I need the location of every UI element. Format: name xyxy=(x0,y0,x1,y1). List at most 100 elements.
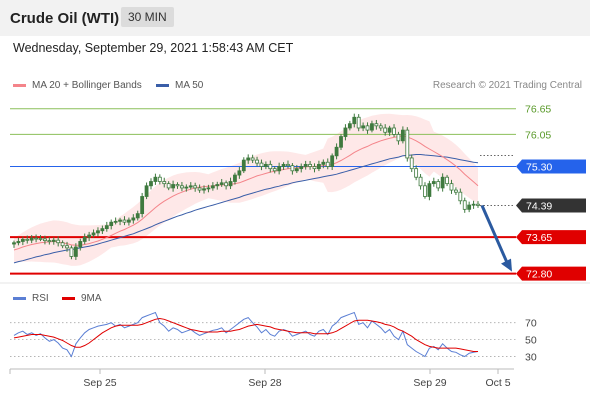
candle xyxy=(272,166,277,174)
candle xyxy=(233,172,237,185)
candle xyxy=(43,235,47,245)
rsi-panel: 70 50 30 xyxy=(10,311,537,364)
rsi-ma-swatch xyxy=(62,297,75,300)
candle xyxy=(34,234,38,243)
candle xyxy=(299,163,304,173)
candle xyxy=(16,237,21,246)
candle xyxy=(281,162,286,170)
rsi-swatch xyxy=(13,297,26,300)
candle xyxy=(339,134,343,151)
candle xyxy=(118,217,122,226)
candle xyxy=(458,188,463,205)
level-tag-3: 73.65 xyxy=(516,230,586,245)
candle xyxy=(12,240,16,248)
candle xyxy=(78,238,83,251)
candle xyxy=(109,219,114,230)
candle xyxy=(330,153,335,171)
forecast-arrow xyxy=(480,204,512,272)
candle xyxy=(471,200,476,209)
price-panel: 76.65 76.05 75.30 73.65 72.80 74.39 xyxy=(10,104,586,281)
candle xyxy=(454,187,458,195)
candle xyxy=(414,165,419,181)
level-label-2: 75.30 xyxy=(526,162,552,174)
candle xyxy=(317,160,321,172)
candle xyxy=(378,123,383,131)
candle xyxy=(427,180,432,201)
candle xyxy=(224,180,229,190)
candle xyxy=(400,126,405,144)
rsi-tick-70: 70 xyxy=(525,318,537,330)
candle xyxy=(409,154,414,173)
candle xyxy=(255,156,259,167)
candle xyxy=(268,160,273,173)
candle xyxy=(96,227,100,237)
candle xyxy=(250,154,255,164)
candle xyxy=(286,160,290,169)
candle xyxy=(228,177,233,190)
candle xyxy=(73,243,78,260)
candle xyxy=(82,233,87,245)
level-label-3: 73.65 xyxy=(526,232,552,244)
legend-rsi: RSI xyxy=(13,293,49,304)
candle xyxy=(113,217,118,225)
candle xyxy=(100,225,105,235)
candle xyxy=(374,119,379,130)
instrument-title: Crude Oil (WTI) xyxy=(10,10,120,27)
candle xyxy=(308,161,312,170)
candle xyxy=(352,113,357,128)
rsi-tick-50: 50 xyxy=(525,335,537,347)
ma20-line xyxy=(13,135,479,251)
candle xyxy=(135,210,140,221)
candle xyxy=(206,184,211,193)
candle xyxy=(263,161,268,170)
legend-ma20-label: MA 20 + Bollinger Bands xyxy=(32,80,142,91)
candle xyxy=(361,122,366,132)
candle xyxy=(122,216,127,226)
candle xyxy=(184,184,189,192)
legend-rsi-label: RSI xyxy=(32,293,49,304)
candle xyxy=(25,235,30,244)
candle xyxy=(476,201,480,208)
candle xyxy=(383,124,388,136)
candle xyxy=(277,162,282,175)
x-tick-label-3: Oct 5 xyxy=(485,377,510,389)
level-label-4: 72.80 xyxy=(526,269,552,281)
candle xyxy=(347,120,352,131)
level-tag-4: 72.80 xyxy=(516,266,586,281)
last-price-label: 74.39 xyxy=(526,200,552,212)
candle xyxy=(418,174,423,190)
candles xyxy=(12,113,480,260)
candle xyxy=(162,177,167,188)
candle xyxy=(144,182,149,200)
candle xyxy=(153,173,158,185)
x-tick-label-0: Sep 25 xyxy=(83,377,116,389)
candle xyxy=(370,120,374,133)
candle xyxy=(467,201,472,213)
bollinger-band xyxy=(14,113,478,266)
candle xyxy=(312,163,317,173)
x-tick-label-2: Sep 29 xyxy=(413,377,446,389)
legend-rsi-ma-label: 9MA xyxy=(81,293,102,304)
legend-ma50: MA 50 xyxy=(156,80,203,91)
candle xyxy=(215,181,220,190)
candle xyxy=(440,173,445,192)
candle xyxy=(87,231,92,242)
header-bar xyxy=(0,0,590,36)
level-label-1: 76.05 xyxy=(525,129,551,141)
candle xyxy=(126,217,131,226)
candle xyxy=(237,167,242,179)
candle xyxy=(171,180,175,192)
candle xyxy=(51,237,56,245)
candle xyxy=(343,124,348,141)
candle xyxy=(56,236,61,247)
candle xyxy=(365,122,370,134)
candle xyxy=(20,236,25,246)
candle xyxy=(449,179,454,194)
candle xyxy=(166,181,171,191)
timeframe-badge[interactable]: 30 MIN xyxy=(121,7,174,27)
candle xyxy=(140,192,145,218)
last-price-tag: 74.39 xyxy=(516,198,586,213)
legend-rsi-ma: 9MA xyxy=(62,293,102,304)
candle xyxy=(47,236,52,245)
